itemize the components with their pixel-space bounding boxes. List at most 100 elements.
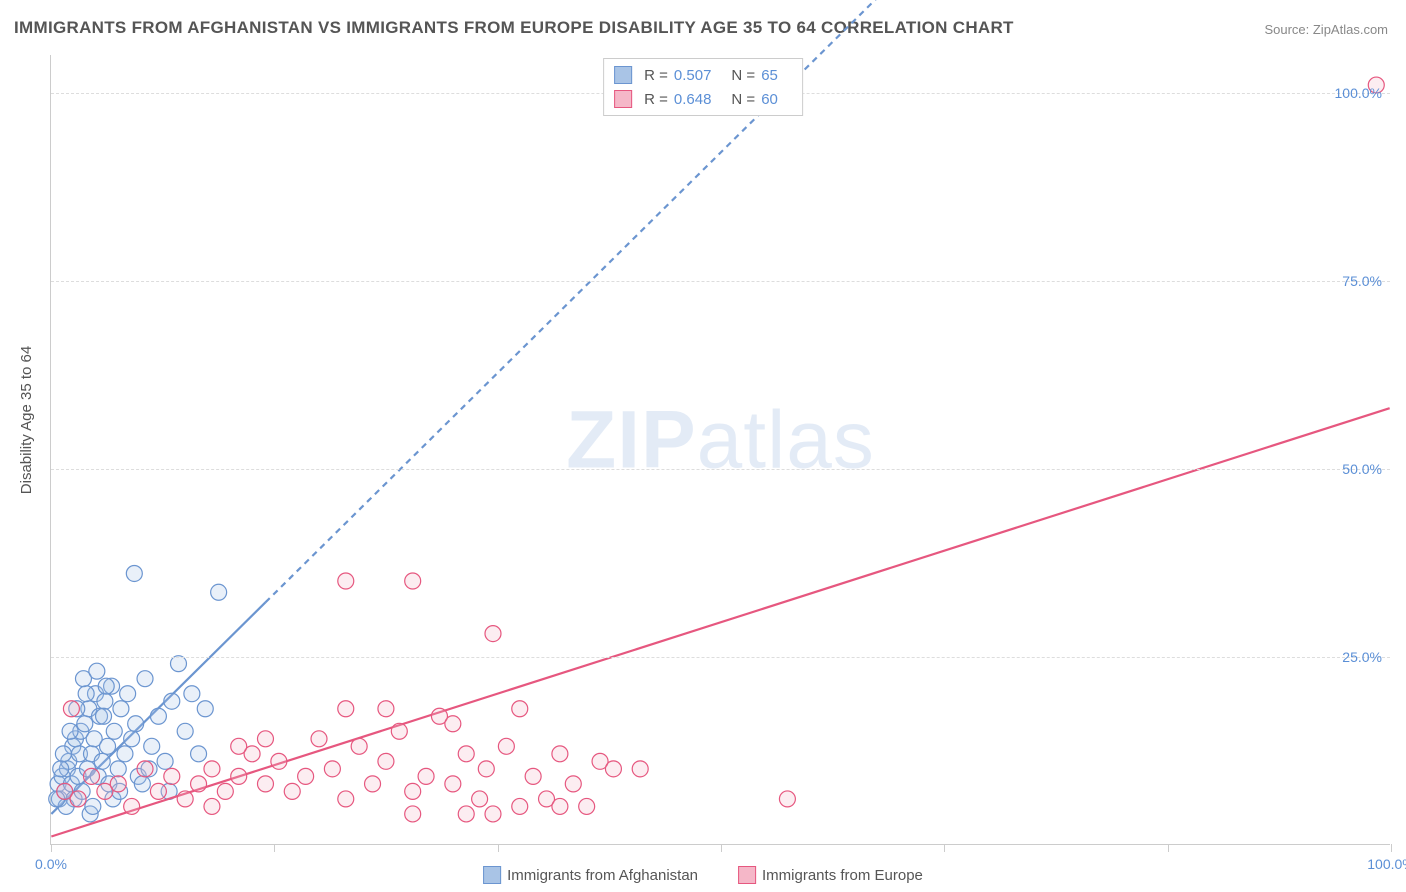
data-point bbox=[231, 738, 247, 754]
data-point bbox=[472, 791, 488, 807]
data-point bbox=[77, 716, 93, 732]
stat-value-r: 0.648 bbox=[674, 91, 712, 108]
data-point bbox=[498, 738, 514, 754]
data-point bbox=[94, 753, 110, 769]
data-point bbox=[271, 753, 287, 769]
stats-legend: R = 0.507N = 65R = 0.648N = 60 bbox=[603, 58, 803, 116]
data-point bbox=[106, 723, 122, 739]
stat-label-n: N = bbox=[731, 91, 755, 108]
data-point bbox=[458, 806, 474, 822]
data-point bbox=[197, 701, 213, 717]
bottom-legend: Immigrants from Afghanistan Immigrants fr… bbox=[483, 866, 923, 884]
y-tick-label: 100.0% bbox=[1335, 85, 1382, 101]
trend-line bbox=[51, 408, 1389, 836]
legend-label: Immigrants from Afghanistan bbox=[507, 867, 698, 884]
plot-area: ZIPatlas 25.0%50.0%75.0%100.0%0.0%100.0% bbox=[50, 55, 1390, 845]
data-point bbox=[53, 761, 69, 777]
data-point bbox=[512, 798, 528, 814]
chart-title: IMMIGRANTS FROM AFGHANISTAN VS IMMIGRANT… bbox=[14, 18, 1014, 38]
gridline bbox=[51, 657, 1390, 658]
data-point bbox=[164, 768, 180, 784]
data-point bbox=[632, 761, 648, 777]
data-point bbox=[204, 761, 220, 777]
data-point bbox=[378, 701, 394, 717]
data-point bbox=[113, 701, 129, 717]
stats-legend-row: R = 0.648N = 60 bbox=[614, 87, 792, 111]
data-point bbox=[485, 806, 501, 822]
chart-svg bbox=[51, 55, 1390, 844]
data-point bbox=[117, 746, 133, 762]
data-point bbox=[405, 573, 421, 589]
data-point bbox=[177, 791, 193, 807]
x-tick bbox=[721, 844, 722, 852]
data-point bbox=[184, 686, 200, 702]
data-point bbox=[100, 738, 116, 754]
data-point bbox=[204, 798, 220, 814]
data-point bbox=[217, 783, 233, 799]
data-point bbox=[110, 776, 126, 792]
data-point bbox=[605, 761, 621, 777]
data-point bbox=[124, 731, 140, 747]
data-point bbox=[478, 761, 494, 777]
stat-value-r: 0.507 bbox=[674, 67, 712, 84]
stat-value-n: 60 bbox=[761, 91, 778, 108]
data-point bbox=[177, 723, 193, 739]
x-tick-label: 0.0% bbox=[35, 856, 67, 872]
data-point bbox=[552, 798, 568, 814]
data-point bbox=[405, 806, 421, 822]
legend-item: Immigrants from Afghanistan bbox=[483, 866, 698, 884]
legend-label: Immigrants from Europe bbox=[762, 867, 923, 884]
data-point bbox=[458, 746, 474, 762]
data-point bbox=[338, 573, 354, 589]
data-point bbox=[418, 768, 434, 784]
data-point bbox=[405, 783, 421, 799]
y-axis-label: Disability Age 35 to 64 bbox=[18, 346, 35, 494]
data-point bbox=[137, 761, 153, 777]
x-tick-label: 100.0% bbox=[1367, 856, 1406, 872]
data-point bbox=[62, 723, 78, 739]
stats-legend-row: R = 0.507N = 65 bbox=[614, 63, 792, 87]
data-point bbox=[164, 693, 180, 709]
data-point bbox=[579, 798, 595, 814]
data-point bbox=[485, 626, 501, 642]
x-tick bbox=[274, 844, 275, 852]
x-tick bbox=[51, 844, 52, 852]
x-tick bbox=[498, 844, 499, 852]
data-point bbox=[96, 708, 112, 724]
data-point bbox=[128, 716, 144, 732]
data-point bbox=[445, 716, 461, 732]
y-tick-label: 75.0% bbox=[1342, 273, 1382, 289]
trend-line-dashed bbox=[265, 0, 1389, 602]
data-point bbox=[231, 768, 247, 784]
data-point bbox=[512, 701, 528, 717]
data-point bbox=[445, 776, 461, 792]
data-point bbox=[124, 798, 140, 814]
data-point bbox=[157, 753, 173, 769]
x-tick bbox=[944, 844, 945, 852]
data-point bbox=[191, 746, 207, 762]
data-point bbox=[55, 746, 71, 762]
data-point bbox=[565, 776, 581, 792]
data-point bbox=[338, 701, 354, 717]
gridline bbox=[51, 469, 1390, 470]
data-point bbox=[150, 708, 166, 724]
data-point bbox=[338, 791, 354, 807]
x-tick bbox=[1391, 844, 1392, 852]
data-point bbox=[134, 776, 150, 792]
x-tick bbox=[1168, 844, 1169, 852]
data-point bbox=[525, 768, 541, 784]
data-point bbox=[324, 761, 340, 777]
data-point bbox=[89, 663, 105, 679]
data-point bbox=[150, 783, 166, 799]
legend-swatch bbox=[614, 90, 632, 108]
data-point bbox=[365, 776, 381, 792]
stat-value-n: 65 bbox=[761, 67, 778, 84]
data-point bbox=[126, 565, 142, 581]
gridline bbox=[51, 281, 1390, 282]
data-point bbox=[552, 746, 568, 762]
legend-swatch bbox=[614, 66, 632, 84]
legend-item: Immigrants from Europe bbox=[738, 866, 923, 884]
source-credit: Source: ZipAtlas.com bbox=[1264, 22, 1388, 37]
data-point bbox=[137, 671, 153, 687]
y-tick-label: 25.0% bbox=[1342, 649, 1382, 665]
